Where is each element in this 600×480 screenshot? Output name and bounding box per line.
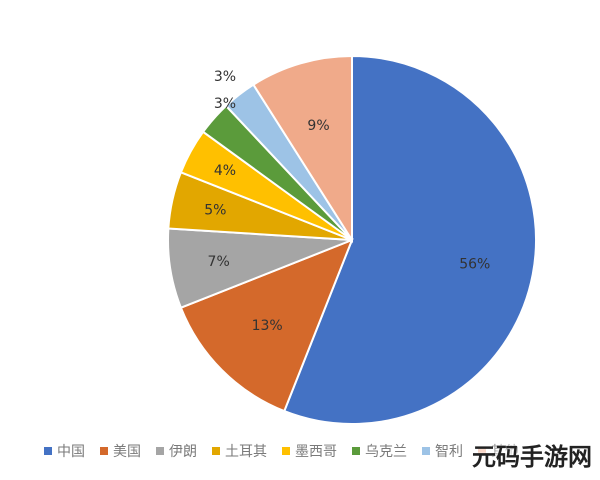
legend-swatch-8 — [478, 447, 486, 455]
data-label-4: 5% — [204, 202, 226, 218]
legend-swatch-4 — [212, 447, 220, 455]
legend-label-8: 其他 — [491, 444, 519, 460]
legend-swatch-3 — [156, 447, 164, 455]
legend-label-1: 中国 — [57, 444, 85, 460]
legend-swatch-2 — [100, 447, 108, 455]
data-label-2: 13% — [252, 318, 283, 334]
data-label-6: 3% — [214, 96, 236, 112]
legend-swatch-1 — [44, 447, 52, 455]
chart-legend: 中国 美国 伊朗 土耳其 墨西哥 乌克兰 智利 其他 — [44, 444, 519, 460]
pie-slice-1 — [282, 54, 537, 425]
data-label-5: 4% — [214, 163, 236, 179]
legend-label-5: 墨西哥 — [295, 444, 337, 460]
data-label-7: 3% — [214, 69, 236, 85]
data-label-3: 7% — [208, 254, 230, 270]
data-label-8: 9% — [307, 118, 329, 134]
legend-label-6: 乌克兰 — [365, 444, 407, 460]
pie-slice-2 — [179, 238, 354, 413]
legend-swatch-7 — [422, 447, 430, 455]
legend-label-2: 美国 — [113, 444, 141, 460]
legend-swatch-5 — [282, 447, 290, 455]
legend-swatch-6 — [352, 447, 360, 455]
pie-slice-8 — [252, 54, 353, 244]
data-label-1: 56% — [459, 256, 490, 272]
legend-label-4: 土耳其 — [225, 444, 267, 460]
watermark-logo: 元码手游网 — [472, 443, 592, 471]
legend-label-3: 伊朗 — [169, 444, 197, 460]
legend-label-7: 智利 — [435, 444, 463, 460]
